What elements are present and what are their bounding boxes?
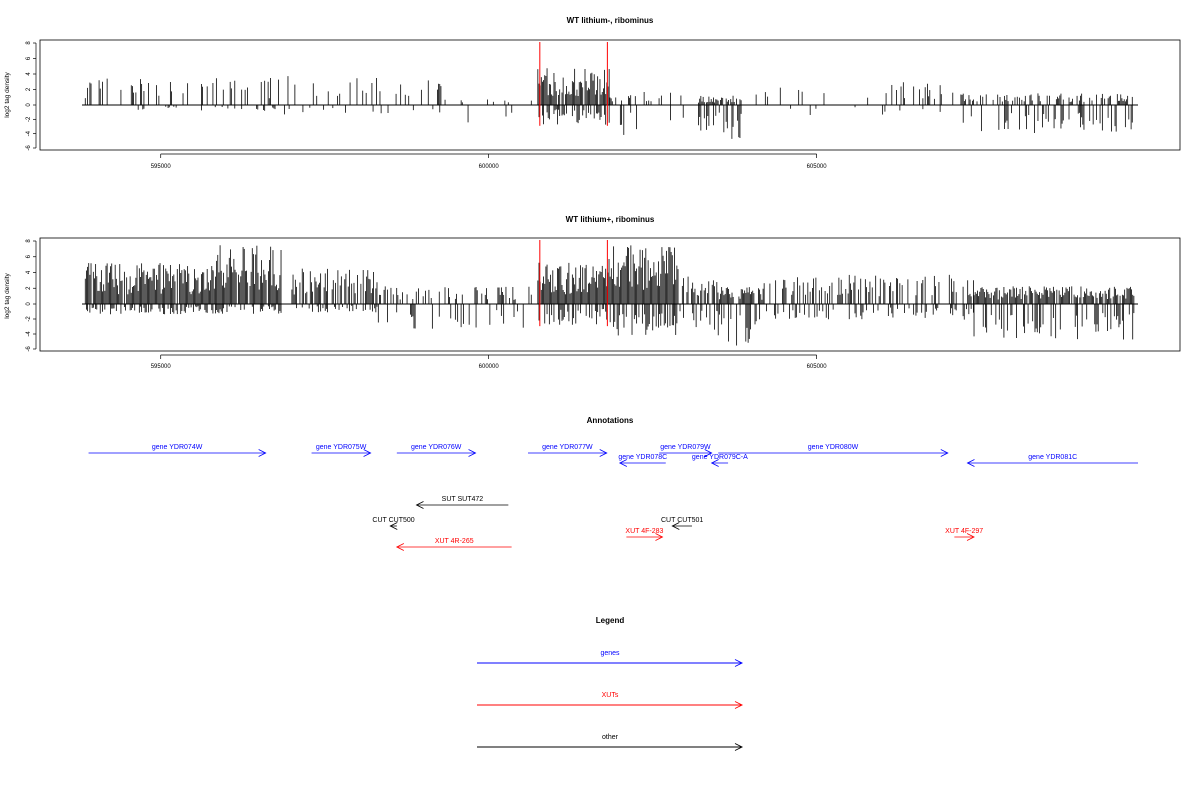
y-axis-label: log2 tag density: [4, 71, 11, 117]
y-axis-label: log2 tag density: [4, 272, 11, 318]
track-panel-lithium-minus: WT lithium-, ribominus log2 tag density …: [4, 16, 1181, 170]
feature-label: CUT CUT501: [661, 517, 703, 524]
feature-label: gene YDR077W: [542, 444, 593, 451]
arrow-head-icon: [618, 459, 628, 467]
y-tick-label: 2: [26, 87, 32, 91]
annotation-feature: XUT 4R-265: [395, 538, 512, 551]
track-panel-lithium-plus: WT lithium+, ribominus log2 tag density …: [4, 215, 1181, 370]
legend-items: genes XUTs other: [477, 650, 744, 751]
legend-panel: Legend genes XUTs other: [477, 616, 744, 751]
arrow-head-icon: [710, 459, 719, 467]
legend-title: Legend: [596, 616, 625, 625]
y-tick-label: 8: [26, 239, 32, 243]
arrow-head-icon: [395, 543, 405, 551]
x-tick-label: 605000: [807, 164, 828, 170]
feature-label: gene YDR078C: [618, 454, 667, 461]
arrow-head-icon: [599, 449, 608, 457]
annotation-feature: gene YDR080W: [718, 444, 949, 457]
density-bars: [82, 68, 1138, 139]
legend-entry: XUTs: [477, 692, 744, 709]
annotation-items: gene YDR074W gene YDR075W gene YDR076W gene…: [88, 444, 1138, 551]
arrow-head-icon: [468, 449, 477, 457]
annotations-panel: Annotations gene YDR074W gene YDR075W gene…: [88, 416, 1138, 551]
x-tick-label: 595000: [151, 364, 172, 370]
feature-label: CUT CUT500: [372, 517, 414, 524]
y-tick-label: -6: [26, 145, 32, 151]
marker-lines: [539, 42, 608, 126]
y-axis: -6 -4 -2 0 2 4 6 8: [26, 239, 37, 352]
annotation-feature: SUT SUT472: [415, 496, 509, 509]
arrow-head-icon: [734, 659, 744, 667]
arrow-head-icon: [389, 522, 398, 530]
annotation-feature: gene YDR076W: [396, 444, 477, 457]
arrow-head-icon: [671, 522, 680, 530]
y-axis: -6 -4 -2 0 2 4 6 8: [26, 41, 37, 151]
annotation-feature: gene YDR077W: [528, 444, 608, 457]
feature-label: SUT SUT472: [442, 496, 484, 503]
arrow-head-icon: [966, 533, 975, 541]
y-tick-label: 6: [26, 56, 32, 60]
x-tick-label: 600000: [479, 164, 500, 170]
feature-label: gene YDR079W: [660, 444, 711, 451]
annotation-feature: CUT CUT501: [661, 517, 703, 530]
arrow-head-icon: [655, 533, 664, 541]
legend-entry: genes: [477, 650, 744, 667]
feature-label: XUT 4F-283: [625, 528, 663, 535]
annotation-feature: XUT 4F-283: [625, 528, 664, 541]
feature-label: gene YDR081C: [1028, 454, 1077, 461]
arrow-head-icon: [734, 701, 744, 709]
arrow-head-icon: [966, 459, 975, 467]
legend-label: genes: [600, 650, 620, 657]
legend-entry: other: [477, 734, 744, 751]
plot-frame: [39, 237, 1181, 352]
legend-label: other: [602, 734, 619, 741]
y-tick-label: 4: [26, 270, 32, 274]
arrow-head-icon: [940, 449, 949, 457]
feature-label: gene YDR076W: [411, 444, 462, 451]
feature-label: gene YDR080W: [808, 444, 859, 451]
plot-frame: [39, 39, 1181, 151]
arrow-head-icon: [734, 743, 744, 751]
arrow-head-icon: [363, 449, 372, 457]
y-tick-label: -2: [26, 316, 32, 322]
annotation-feature: XUT 4F-297: [945, 528, 983, 541]
x-tick-label: 605000: [807, 364, 828, 370]
arrow-head-icon: [704, 449, 713, 457]
feature-label: XUT 4F-297: [945, 528, 983, 535]
legend-label: XUTs: [602, 692, 619, 699]
annotation-feature: gene YDR074W: [88, 444, 267, 457]
y-tick-label: -4: [26, 331, 32, 337]
track-title: WT lithium-, ribominus: [567, 16, 654, 25]
y-tick-label: -4: [26, 130, 32, 136]
y-tick-label: -2: [26, 116, 32, 122]
y-tick-label: 8: [26, 41, 32, 45]
annotation-feature: gene YDR075W: [311, 444, 372, 457]
y-tick-label: 2: [26, 286, 32, 290]
feature-label: XUT 4R-265: [435, 538, 474, 545]
density-bars: [82, 245, 1138, 346]
arrow-head-icon: [258, 449, 267, 457]
annotations-title: Annotations: [587, 416, 634, 425]
annotation-feature: gene YDR078C: [618, 454, 667, 467]
feature-label: gene YDR079C-A: [692, 454, 748, 461]
annotation-feature: gene YDR079C-A: [692, 454, 748, 467]
y-tick-label: 0: [26, 302, 32, 306]
x-tick-label: 600000: [479, 364, 500, 370]
marker-lines: [539, 240, 608, 327]
y-tick-label: -6: [26, 346, 32, 352]
y-tick-label: 0: [26, 103, 32, 107]
x-tick-label: 595000: [151, 164, 172, 170]
annotation-feature: gene YDR081C: [966, 454, 1138, 467]
x-axis: 595000 600000 605000: [151, 153, 828, 170]
track-title: WT lithium+, ribominus: [566, 215, 655, 224]
y-tick-label: 6: [26, 254, 32, 258]
arrow-head-icon: [415, 501, 424, 509]
annotation-feature: gene YDR079W: [659, 444, 713, 457]
x-axis: 595000 600000 605000: [151, 354, 828, 370]
annotation-feature: CUT CUT500: [372, 517, 415, 530]
feature-label: gene YDR074W: [152, 444, 203, 451]
feature-label: gene YDR075W: [316, 444, 367, 451]
y-tick-label: 4: [26, 72, 32, 76]
